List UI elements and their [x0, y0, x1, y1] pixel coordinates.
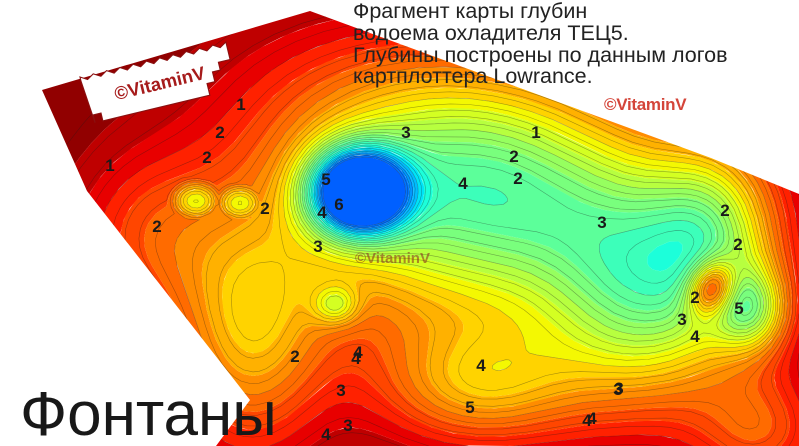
svg-text:4: 4	[353, 343, 363, 362]
svg-text:3: 3	[313, 237, 322, 256]
svg-text:2: 2	[513, 169, 522, 188]
svg-text:2: 2	[260, 199, 269, 218]
svg-text:1: 1	[531, 123, 540, 142]
svg-text:3: 3	[677, 310, 686, 329]
svg-text:2: 2	[690, 288, 699, 307]
svg-text:2: 2	[720, 201, 729, 220]
svg-text:2: 2	[152, 217, 161, 236]
svg-text:2: 2	[733, 235, 742, 254]
svg-text:5: 5	[321, 170, 330, 189]
svg-text:3: 3	[336, 381, 345, 400]
svg-text:3: 3	[343, 416, 352, 435]
svg-text:4: 4	[317, 203, 327, 222]
svg-text:4: 4	[458, 174, 468, 193]
svg-text:5: 5	[734, 299, 743, 318]
svg-text:4: 4	[321, 425, 331, 444]
svg-text:4: 4	[587, 409, 597, 428]
svg-text:4: 4	[476, 356, 486, 375]
svg-text:3: 3	[614, 379, 623, 398]
svg-text:2: 2	[202, 148, 211, 167]
svg-text:3: 3	[401, 123, 410, 142]
svg-text:1: 1	[105, 156, 114, 175]
svg-text:3: 3	[597, 213, 606, 232]
svg-text:4: 4	[690, 327, 700, 346]
svg-text:2: 2	[509, 147, 518, 166]
svg-text:1: 1	[236, 95, 245, 114]
svg-text:6: 6	[334, 195, 343, 214]
svg-text:5: 5	[465, 398, 474, 417]
svg-text:2: 2	[215, 123, 224, 142]
svg-text:2: 2	[290, 347, 299, 366]
